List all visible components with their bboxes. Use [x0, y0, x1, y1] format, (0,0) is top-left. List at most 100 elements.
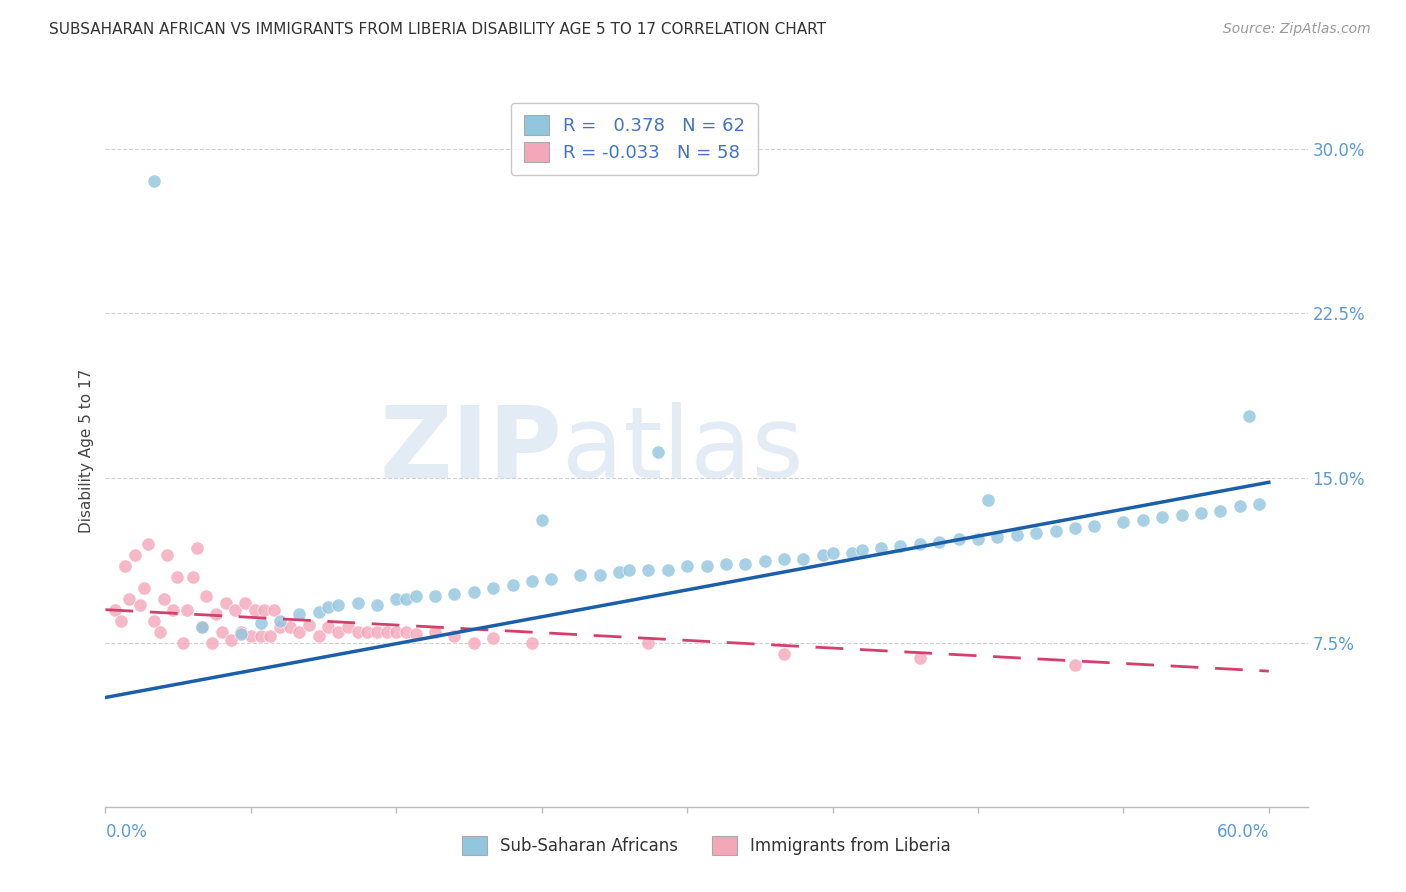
- Point: [191, 620, 214, 634]
- Point: [520, 574, 543, 588]
- Point: [986, 530, 1008, 544]
- Point: [482, 581, 505, 595]
- Point: [149, 624, 172, 639]
- Point: [176, 602, 198, 616]
- Point: [734, 557, 756, 571]
- Point: [318, 620, 340, 634]
- Point: [269, 620, 291, 634]
- Point: [201, 635, 224, 649]
- Point: [948, 533, 970, 547]
- Point: [366, 624, 388, 639]
- Point: [482, 631, 505, 645]
- Point: [162, 602, 184, 616]
- Point: [156, 548, 179, 562]
- Text: Source: ZipAtlas.com: Source: ZipAtlas.com: [1223, 22, 1371, 37]
- Point: [118, 591, 141, 606]
- Point: [1152, 510, 1174, 524]
- Point: [186, 541, 208, 556]
- Point: [443, 629, 465, 643]
- Point: [308, 629, 330, 643]
- Point: [191, 620, 214, 634]
- Point: [224, 602, 246, 616]
- Point: [540, 572, 562, 586]
- Point: [1005, 528, 1028, 542]
- Point: [288, 624, 311, 639]
- Point: [405, 590, 427, 604]
- Point: [318, 600, 340, 615]
- Point: [104, 602, 127, 616]
- Point: [423, 590, 446, 604]
- Point: [231, 624, 253, 639]
- Point: [463, 635, 485, 649]
- Point: [249, 629, 271, 643]
- Point: [211, 624, 233, 639]
- Text: atlas: atlas: [562, 402, 804, 499]
- Point: [221, 633, 243, 648]
- Point: [214, 596, 236, 610]
- Text: SUBSAHARAN AFRICAN VS IMMIGRANTS FROM LIBERIA DISABILITY AGE 5 TO 17 CORRELATION: SUBSAHARAN AFRICAN VS IMMIGRANTS FROM LI…: [49, 22, 827, 37]
- Point: [346, 596, 368, 610]
- Point: [463, 585, 485, 599]
- Point: [569, 567, 592, 582]
- Point: [405, 627, 427, 641]
- Point: [637, 635, 659, 649]
- Point: [1112, 515, 1135, 529]
- Point: [269, 614, 291, 628]
- Point: [395, 624, 418, 639]
- Text: 0.0%: 0.0%: [105, 823, 148, 841]
- Point: [326, 599, 349, 613]
- Point: [502, 578, 524, 592]
- Point: [676, 558, 699, 573]
- Point: [773, 552, 796, 566]
- Point: [889, 539, 911, 553]
- Point: [134, 581, 156, 595]
- Point: [249, 615, 271, 630]
- Point: [142, 614, 165, 628]
- Point: [166, 570, 188, 584]
- Point: [259, 629, 281, 643]
- Point: [647, 444, 669, 458]
- Point: [288, 607, 311, 621]
- Point: [1045, 524, 1067, 538]
- Point: [1064, 521, 1087, 535]
- Point: [841, 545, 863, 559]
- Point: [181, 570, 204, 584]
- Point: [928, 534, 950, 549]
- Point: [152, 591, 174, 606]
- Point: [1083, 519, 1105, 533]
- Point: [124, 548, 146, 562]
- Point: [375, 624, 398, 639]
- Point: [110, 614, 132, 628]
- Point: [908, 651, 931, 665]
- Point: [205, 607, 228, 621]
- Text: ZIP: ZIP: [380, 402, 562, 499]
- Point: [142, 174, 165, 188]
- Point: [1209, 504, 1232, 518]
- Point: [395, 591, 418, 606]
- Point: [1064, 657, 1087, 672]
- Point: [1189, 506, 1212, 520]
- Point: [1239, 409, 1261, 424]
- Point: [1025, 525, 1047, 540]
- Point: [356, 624, 378, 639]
- Point: [239, 629, 262, 643]
- Point: [696, 558, 718, 573]
- Legend: Sub-Saharan Africans, Immigrants from Liberia: Sub-Saharan Africans, Immigrants from Li…: [456, 830, 957, 862]
- Point: [637, 563, 659, 577]
- Point: [1132, 513, 1154, 527]
- Point: [870, 541, 893, 556]
- Point: [792, 552, 814, 566]
- Point: [346, 624, 368, 639]
- Point: [336, 620, 359, 634]
- Point: [1170, 508, 1192, 523]
- Point: [231, 627, 253, 641]
- Point: [607, 566, 630, 580]
- Point: [253, 602, 276, 616]
- Y-axis label: Disability Age 5 to 17: Disability Age 5 to 17: [79, 368, 94, 533]
- Point: [278, 620, 301, 634]
- Point: [617, 563, 640, 577]
- Point: [520, 635, 543, 649]
- Point: [385, 591, 408, 606]
- Point: [754, 554, 776, 568]
- Point: [114, 558, 136, 573]
